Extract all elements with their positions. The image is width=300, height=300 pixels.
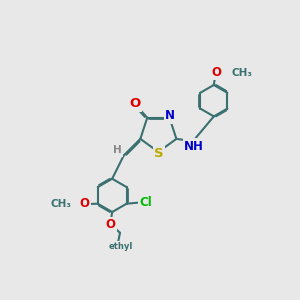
Text: O: O xyxy=(106,218,116,231)
Text: H: H xyxy=(113,146,122,155)
Text: O: O xyxy=(211,65,221,79)
Text: O: O xyxy=(80,197,90,210)
Text: S: S xyxy=(154,147,164,160)
Text: CH₃: CH₃ xyxy=(50,199,71,209)
Text: Cl: Cl xyxy=(140,196,152,208)
Text: O: O xyxy=(130,97,141,110)
Text: ethyl: ethyl xyxy=(108,242,133,251)
Text: N: N xyxy=(165,109,175,122)
Text: NH: NH xyxy=(184,140,204,153)
Text: CH₃: CH₃ xyxy=(231,68,252,78)
